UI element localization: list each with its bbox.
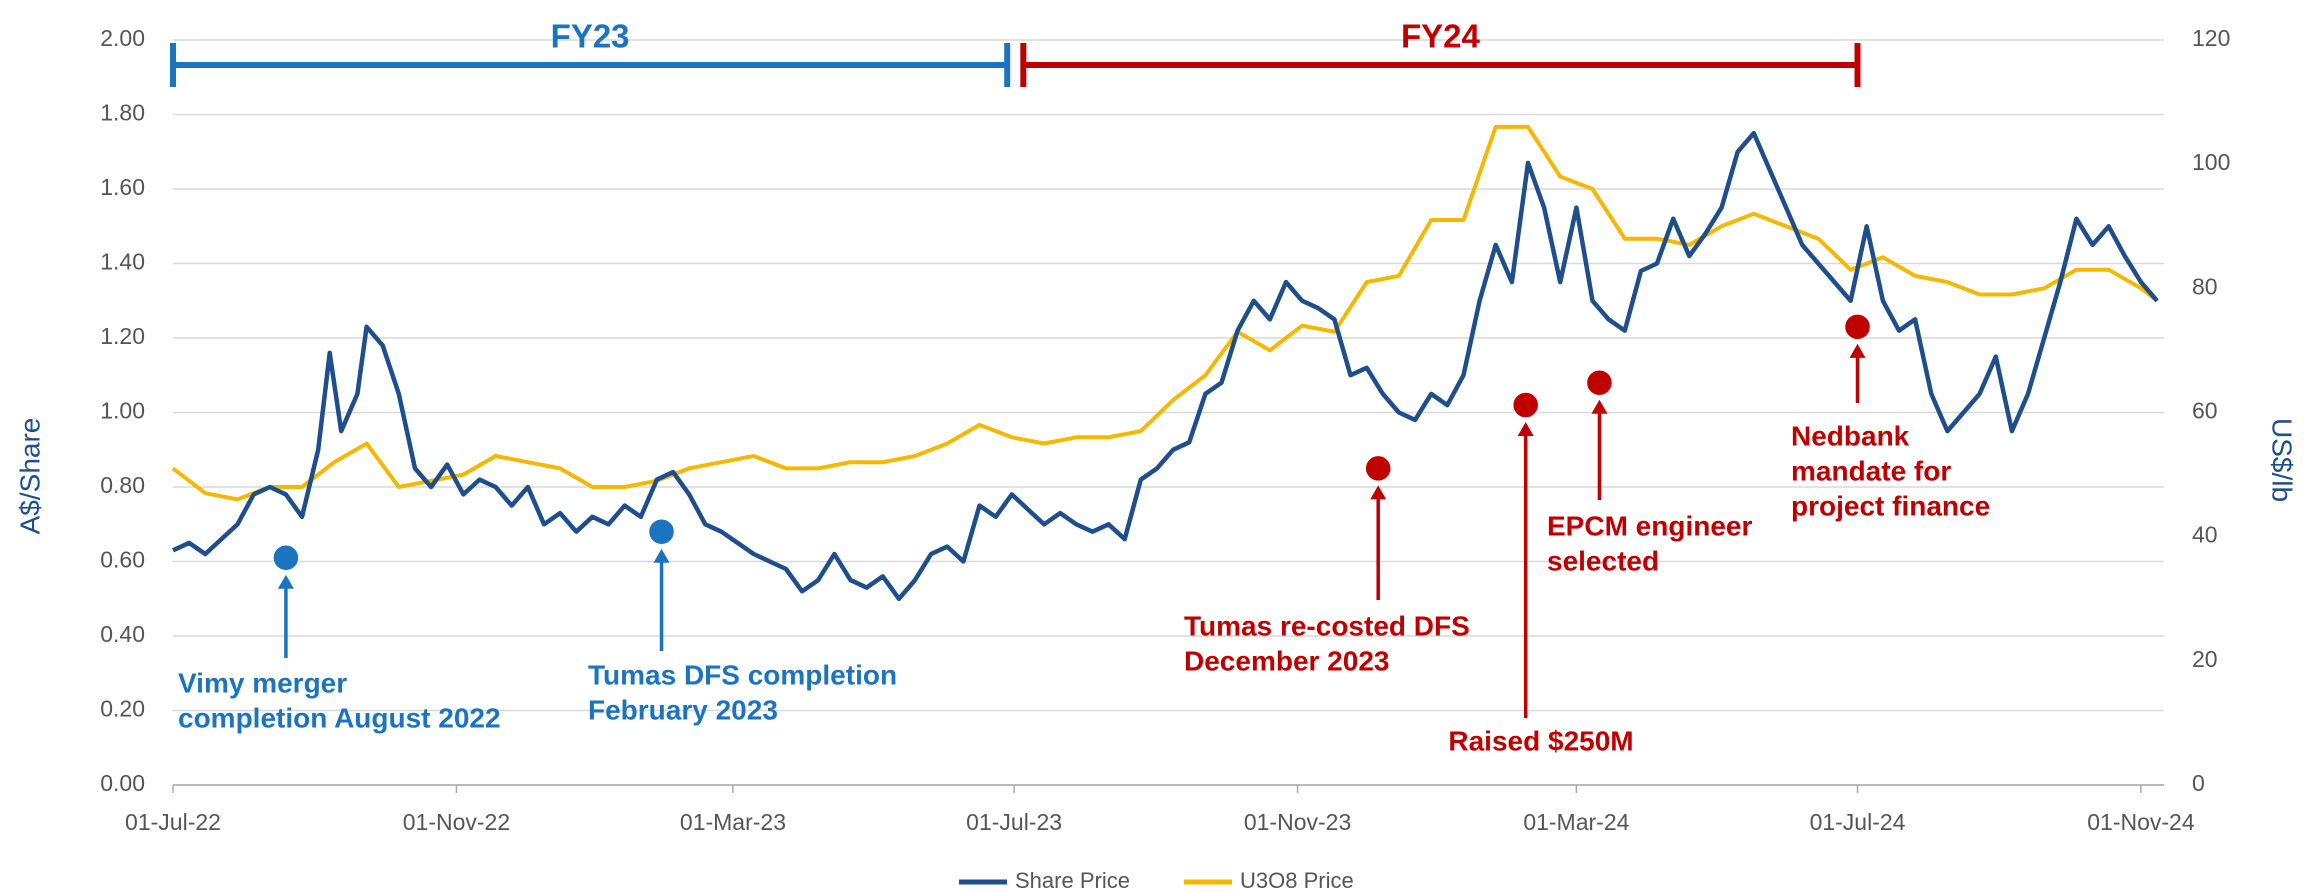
annotation-text: Nedbank (1791, 420, 1910, 451)
y-tick-label: 0.40 (100, 621, 145, 647)
y2-tick-label: 60 (2192, 398, 2218, 424)
legend-label: U3O8 Price (1240, 868, 1354, 893)
x-tick-label: 01-Nov-22 (403, 809, 510, 835)
arrow-head (653, 548, 670, 563)
annotation-text: selected (1547, 545, 1659, 576)
annotation-text: Vimy merger (178, 667, 347, 698)
y-tick-label: 1.80 (100, 100, 145, 126)
event-dot (1511, 391, 1540, 419)
annotation-text: completion August 2022 (178, 702, 501, 733)
annotation-text: project finance (1791, 490, 1990, 521)
arrow-head (1591, 399, 1608, 414)
period-label: FY24 (1401, 18, 1481, 55)
arrow-head (1849, 343, 1866, 358)
y-tick-label: 0.80 (100, 472, 145, 498)
annotation-text: December 2023 (1184, 645, 1389, 676)
event-dot (1364, 454, 1392, 483)
series-line (171, 124, 2159, 502)
x-tick-label: 01-Mar-24 (1523, 809, 1629, 835)
y-tick-label: 0.20 (100, 696, 145, 722)
x-tick-label: 01-Nov-23 (1244, 809, 1351, 835)
y-tick-label: 1.40 (100, 249, 145, 275)
event-dot (1585, 368, 1614, 397)
annotation-text: EPCM engineer (1547, 510, 1752, 541)
x-tick-label: 01-Nov-24 (2087, 809, 2195, 835)
y2-tick-label: 120 (2192, 25, 2230, 51)
y-tick-label: 0.00 (100, 770, 145, 796)
y2-tick-label: 20 (2192, 646, 2218, 672)
arrow-head (1517, 422, 1534, 437)
y2-tick-label: 0 (2192, 770, 2205, 796)
annotation-text: Tumas re-costed DFS (1184, 610, 1470, 641)
legend-label: Share Price (1015, 868, 1130, 893)
y-axis-title: A$/Share (14, 418, 45, 535)
arrow-head (1370, 485, 1387, 500)
y-tick-label: 1.00 (100, 398, 145, 424)
y2-tick-label: 100 (2192, 149, 2230, 175)
event-dot (272, 544, 300, 572)
y2-axis-title: US$/lb (2267, 418, 2298, 502)
y-tick-label: 2.00 (100, 25, 145, 51)
y-tick-label: 1.20 (100, 323, 145, 349)
y2-tick-label: 40 (2192, 522, 2218, 548)
y-tick-label: 0.60 (100, 547, 145, 573)
annotation-text: Raised $250M (1448, 725, 1633, 756)
x-tick-label: 01-Jul-22 (125, 809, 221, 835)
x-tick-label: 01-Jul-23 (966, 809, 1062, 835)
event-dot (1843, 313, 1872, 341)
annotation-text: mandate for (1791, 455, 1951, 486)
y2-tick-label: 80 (2192, 273, 2218, 299)
period-label: FY23 (551, 18, 630, 55)
x-tick-label: 01-Mar-23 (680, 809, 786, 835)
arrow-head (277, 574, 294, 589)
event-dot (647, 517, 676, 546)
annotation-text: February 2023 (588, 694, 778, 725)
y-tick-label: 1.60 (100, 174, 145, 200)
x-tick-label: 01-Jul-24 (1810, 809, 1906, 835)
series-line (172, 130, 2159, 602)
annotation-text: Tumas DFS completion (588, 659, 897, 690)
